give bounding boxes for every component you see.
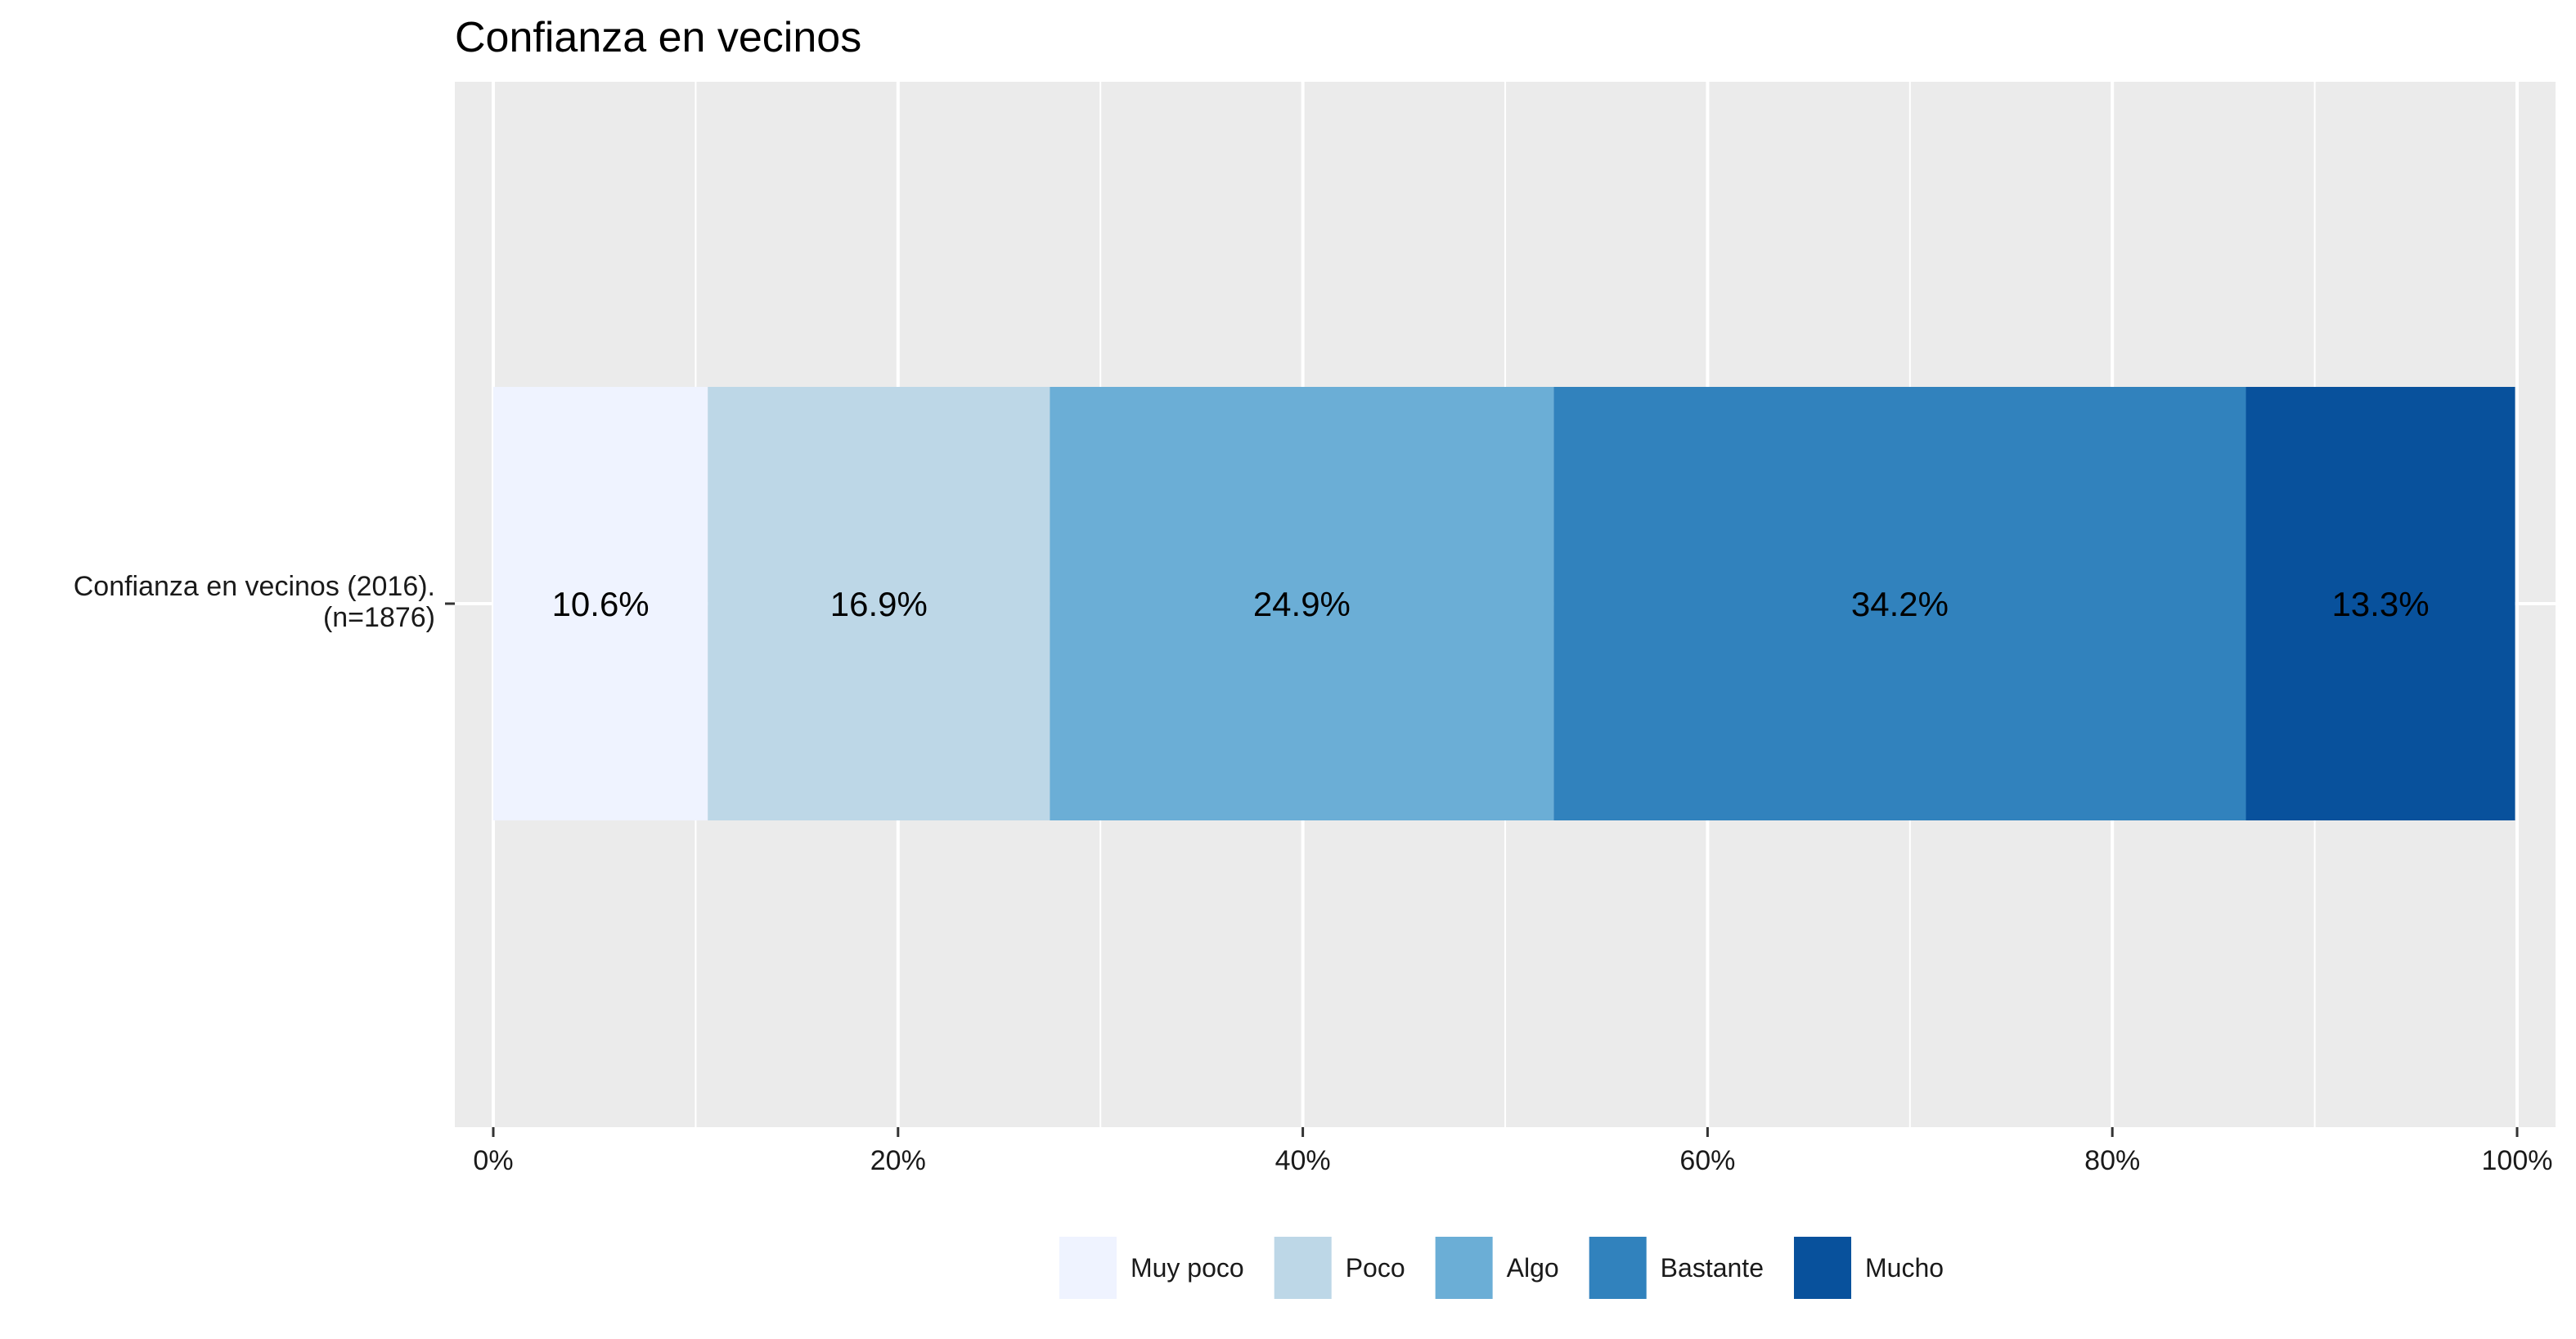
x-tick-label: 0%	[473, 1145, 513, 1176]
bar-stack	[493, 387, 2515, 820]
x-tick-label: 100%	[2482, 1145, 2553, 1176]
legend-item: Bastante	[1589, 1237, 1764, 1299]
y-tick-label: (n=1876)	[323, 602, 435, 633]
legend-label: Mucho	[1865, 1253, 1944, 1283]
legend-key	[1435, 1237, 1493, 1299]
bar-data-label: 13.3%	[2331, 585, 2429, 623]
bar-segment	[1553, 387, 2246, 820]
legend-label: Bastante	[1661, 1253, 1764, 1283]
bar-segment	[2246, 387, 2515, 820]
x-tick-label: 20%	[870, 1145, 926, 1176]
bar-segment	[708, 387, 1050, 820]
bar-segment	[1050, 387, 1554, 820]
legend-item: Mucho	[1793, 1237, 1944, 1299]
y-axis: Confianza en vecinos (2016).(n=1876)	[74, 571, 455, 633]
bar-data-label: 34.2%	[1851, 585, 1949, 623]
x-tick-label: 40%	[1275, 1145, 1331, 1176]
bar-labels: 10.6% 16.9% 24.9% 34.2% 13.3%	[552, 585, 2430, 623]
legend-item: Algo	[1435, 1237, 1559, 1299]
legend-label: Poco	[1346, 1253, 1405, 1283]
bar-data-label: 16.9%	[830, 585, 928, 623]
legend-item: Poco	[1274, 1237, 1405, 1299]
legend-key	[1274, 1237, 1332, 1299]
x-axis: 0% 20% 40% 60% 80% 100%	[473, 1127, 2552, 1176]
bar-data-label: 24.9%	[1253, 585, 1351, 623]
legend-label: Muy poco	[1131, 1253, 1244, 1283]
legend-label: Algo	[1507, 1253, 1559, 1283]
y-tick-label: Confianza en vecinos (2016).	[74, 571, 435, 602]
legend-item: Muy poco	[1059, 1237, 1244, 1299]
legend-key	[1589, 1237, 1647, 1299]
bar-data-label: 10.6%	[552, 585, 650, 623]
legend-key	[1793, 1237, 1851, 1299]
bar-segment	[493, 387, 708, 820]
chart-title: Confianza en vecinos	[455, 14, 861, 61]
x-tick-label: 80%	[2084, 1145, 2140, 1176]
legend: Muy poco Poco Algo Bastante Mucho	[1059, 1237, 1944, 1299]
x-tick-label: 60%	[1679, 1145, 1735, 1176]
legend-key	[1059, 1237, 1117, 1299]
